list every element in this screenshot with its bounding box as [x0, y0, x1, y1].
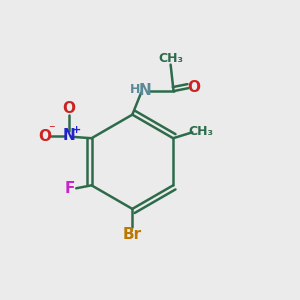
- Text: F: F: [65, 181, 75, 196]
- Text: +: +: [72, 125, 81, 135]
- Text: CH₃: CH₃: [158, 52, 183, 64]
- Text: Br: Br: [123, 227, 142, 242]
- Text: N: N: [138, 83, 151, 98]
- Text: ⁻: ⁻: [49, 123, 55, 136]
- Text: O: O: [38, 129, 51, 144]
- Text: CH₃: CH₃: [188, 125, 213, 138]
- Text: N: N: [62, 128, 75, 143]
- Text: O: O: [187, 80, 200, 95]
- Text: O: O: [62, 101, 75, 116]
- Text: H: H: [130, 82, 140, 95]
